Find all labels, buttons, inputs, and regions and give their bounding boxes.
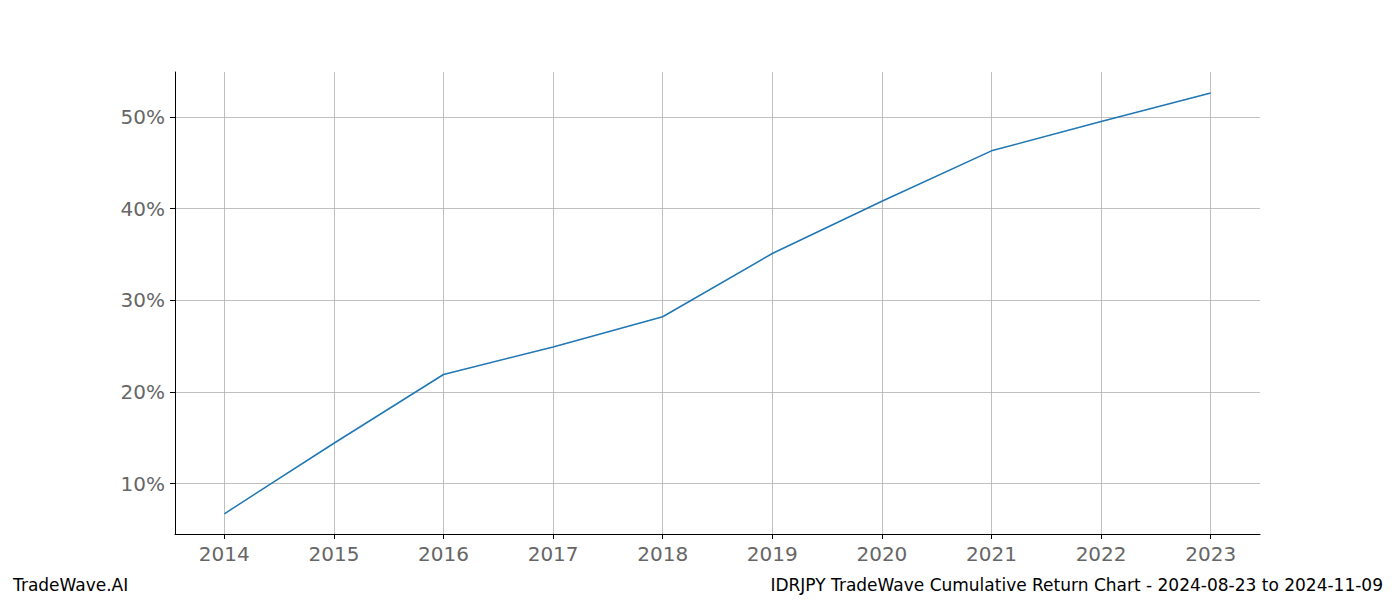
svg-text:30%: 30% bbox=[121, 288, 165, 312]
svg-text:2023: 2023 bbox=[1185, 542, 1236, 566]
svg-text:2020: 2020 bbox=[856, 542, 907, 566]
svg-text:2022: 2022 bbox=[1076, 542, 1127, 566]
svg-text:TradeWave.AI: TradeWave.AI bbox=[12, 575, 128, 595]
svg-text:50%: 50% bbox=[121, 105, 165, 129]
svg-text:10%: 10% bbox=[121, 472, 165, 496]
svg-text:2019: 2019 bbox=[747, 542, 798, 566]
svg-text:2015: 2015 bbox=[308, 542, 359, 566]
svg-text:2017: 2017 bbox=[528, 542, 579, 566]
svg-text:2016: 2016 bbox=[418, 542, 469, 566]
svg-text:40%: 40% bbox=[121, 197, 165, 221]
svg-text:2021: 2021 bbox=[966, 542, 1017, 566]
svg-text:20%: 20% bbox=[121, 380, 165, 404]
svg-text:IDRJPY TradeWave Cumulative Re: IDRJPY TradeWave Cumulative Return Chart… bbox=[770, 575, 1383, 595]
svg-text:2018: 2018 bbox=[637, 542, 688, 566]
svg-text:2014: 2014 bbox=[199, 542, 250, 566]
